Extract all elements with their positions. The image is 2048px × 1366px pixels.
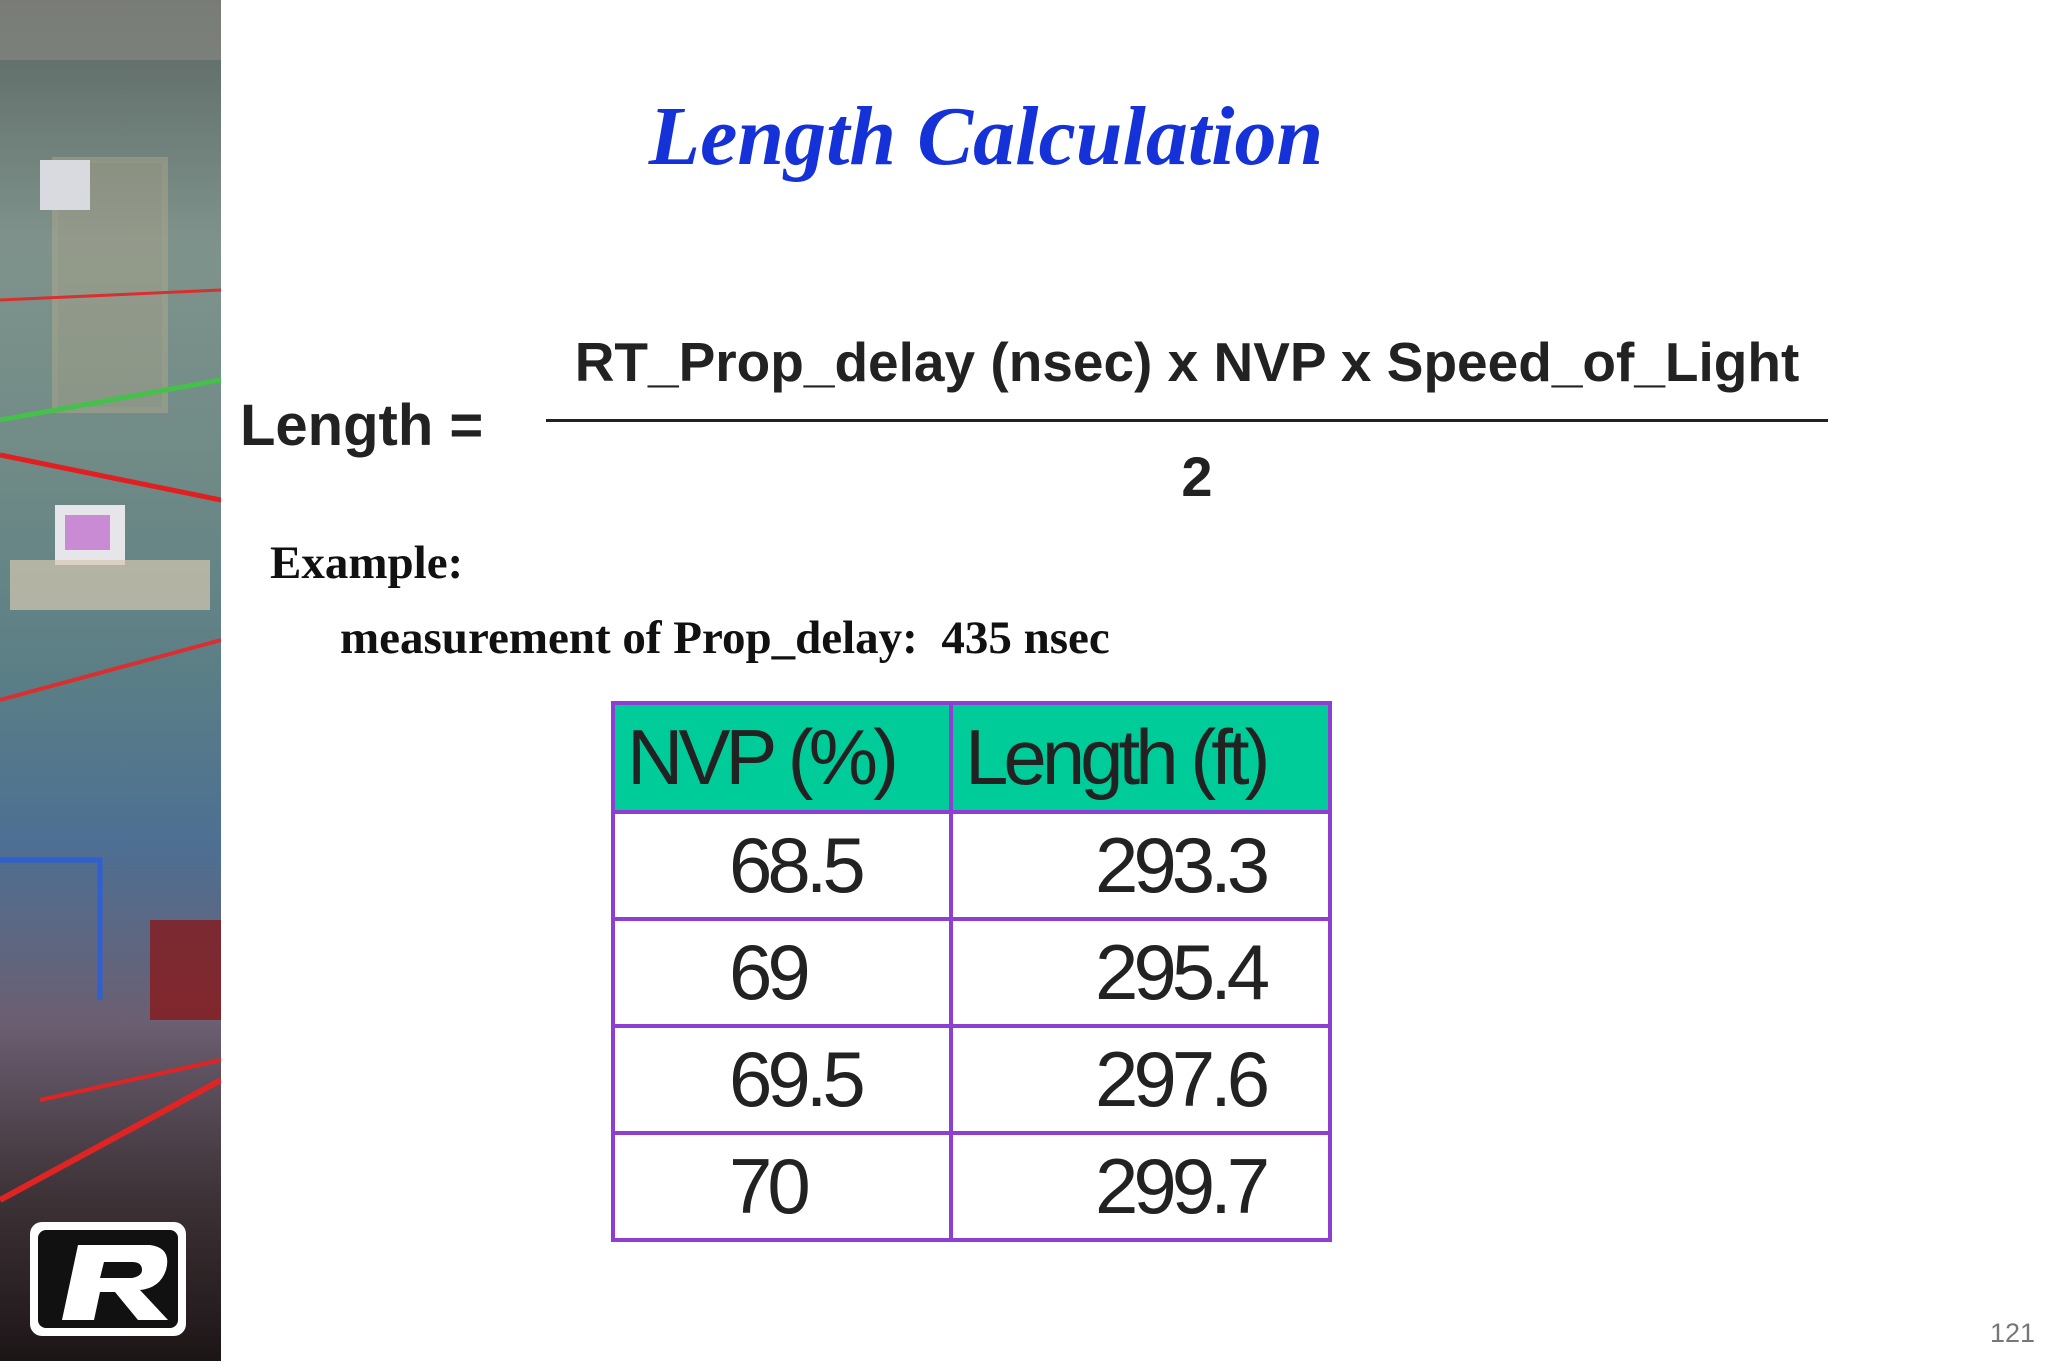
slide-title: Length Calculation <box>648 90 1324 183</box>
office-illustration <box>0 0 223 1336</box>
table-row: 70 299.7 <box>611 1131 1332 1242</box>
table-body: 68.5 293.3 69 295.4 69.5 297.6 70 299.7 <box>611 810 1332 1242</box>
table-cell: 293.3 <box>949 810 1332 921</box>
table-cell: 69 <box>611 917 953 1028</box>
formula-lhs: Length = <box>240 393 484 458</box>
page-number: 121 <box>1989 1318 2035 1348</box>
formula-numerator: RT_Prop_delay (nsec) x NVP x Speed_of_Li… <box>574 331 1800 393</box>
table-cell: 70 <box>611 1131 953 1242</box>
example-measurement: measurement of Prop_delay: 435 nsec <box>340 612 1110 664</box>
table-cell: 69.5 <box>611 1024 953 1135</box>
table-cell: 299.7 <box>949 1131 1332 1242</box>
fraction-line <box>546 419 1828 422</box>
formula-denominator: 2 <box>1181 445 1213 508</box>
nvp-table: NVP (%) Length (ft) 68.5 293.3 69 295.4 69.5 2… <box>611 701 1332 1242</box>
table-cell: 295.4 <box>949 917 1332 1028</box>
decorative-image <box>0 0 223 1361</box>
table-cell: 297.6 <box>949 1024 1332 1135</box>
header-row: NVP (%) Length (ft) <box>611 701 1332 814</box>
example-label: Example: <box>270 537 464 589</box>
table-row: 69.5 297.6 <box>611 1024 1332 1135</box>
table-row: 69 295.4 <box>611 917 1332 1028</box>
table-row: 68.5 293.3 <box>611 810 1332 921</box>
table-cell: 68.5 <box>611 810 953 921</box>
header-cell: Length (ft) <box>949 701 1332 814</box>
header-cell: NVP (%) <box>611 701 953 814</box>
